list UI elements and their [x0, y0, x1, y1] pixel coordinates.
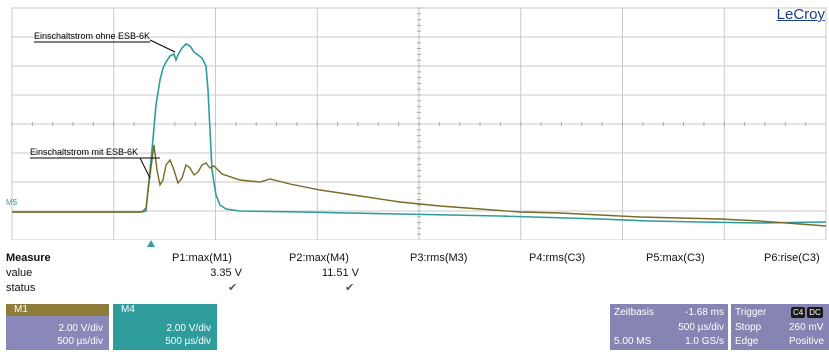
trace-ground-marker[interactable]: M$ [6, 198, 18, 207]
annotation-leader-without [149, 39, 176, 53]
timebase-samples: 5.00 MS [614, 336, 652, 347]
annotation-with-esb: Einschaltstrom mit ESB-6K [30, 147, 139, 157]
trigger-source-badge: C4 [791, 307, 806, 318]
trigger-mode: Stopp [735, 322, 762, 333]
param-status-p2: ✔ [345, 282, 355, 294]
trigger-slope: Positive [789, 336, 825, 347]
trigger-panel[interactable]: Trigger C4 DC Stopp 260 mV Edge Positive [731, 304, 829, 350]
annotation-without-esb: Einschaltstrom ohne ESB-6K [34, 31, 151, 41]
trigger-source: C4 DC [789, 306, 823, 319]
measure-title: Measure [6, 252, 51, 264]
timebase-offset: -1.68 ms [685, 307, 724, 318]
channel-box-m4[interactable]: M4 2.00 V/div 500 µs/div [113, 304, 217, 350]
trace-m4 [12, 43, 827, 224]
param-label-p1[interactable]: P1:max(M1) [172, 252, 232, 264]
param-label-p3[interactable]: P3:rms(M3) [410, 252, 468, 264]
timebase-panel[interactable]: Zeitbasis -1.68 ms 500 µs/div 5.00 MS 1.… [610, 304, 728, 350]
channel-name-m4: M4 [113, 304, 217, 316]
channel-tdiv-m1: 500 µs/div [57, 336, 103, 347]
measure-table: Measure P1:max(M1) P2:max(M4) P3:rms(M3)… [0, 252, 829, 302]
param-label-p2[interactable]: P2:max(M4) [289, 252, 349, 264]
trigger-type: Edge [735, 336, 759, 347]
channel-vdiv-m1: 2.00 V/div [58, 323, 103, 334]
trigger-coupling-badge: DC [807, 307, 823, 318]
param-label-p5[interactable]: P5:max(C3) [646, 252, 705, 264]
param-label-p4[interactable]: P4:rms(C3) [529, 252, 586, 264]
waveform-display[interactable]: LeCroy Einschaltstrom ohne ESB-6K Einsch… [0, 0, 829, 247]
channel-box-m1[interactable]: M1 2.00 V/div 500 µs/div [6, 304, 109, 350]
channel-tdiv-m4: 500 µs/div [165, 336, 211, 347]
trigger-label: Trigger [735, 307, 767, 318]
param-value-p1: 3.35 V [210, 267, 242, 279]
row-label-value: value [6, 267, 33, 279]
timebase-tdiv: 500 µs/div [678, 322, 724, 333]
timebase-rate: 1.0 GS/s [685, 336, 724, 347]
scope-grid [11, 7, 827, 240]
channel-name-m1: M1 [6, 304, 109, 316]
param-label-p6[interactable]: P6:rise(C3) [764, 252, 820, 264]
channel-vdiv-m4: 2.00 V/div [166, 323, 211, 334]
trace-m1 [12, 144, 827, 227]
trigger-position-marker[interactable] [147, 240, 155, 247]
annotation-leader-with [139, 157, 151, 179]
timebase-label: Zeitbasis [614, 307, 655, 318]
trigger-level: 260 mV [789, 322, 824, 333]
param-status-p1: ✔ [228, 282, 238, 294]
row-label-status: status [6, 282, 36, 294]
param-value-p2: 11.51 V [321, 267, 359, 279]
brand-logo: LeCroy [776, 6, 825, 23]
